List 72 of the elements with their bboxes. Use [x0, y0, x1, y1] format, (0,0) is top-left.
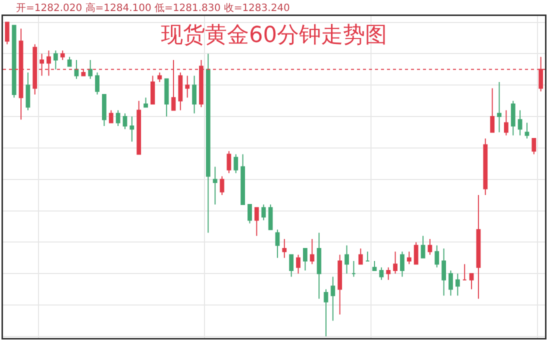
candlestick — [510, 100, 516, 136]
candlestick — [372, 260, 377, 271]
candlestick — [352, 260, 356, 278]
candlestick — [4, 22, 10, 45]
candlestick — [220, 176, 224, 196]
candlestick — [150, 75, 155, 104]
candlestick — [95, 72, 100, 96]
text: 开=1282.020 高=1284.100 低=1281.830 收=1283.240 — [16, 2, 290, 14]
candlestick — [365, 251, 370, 262]
candlestick — [296, 254, 300, 274]
candlestick — [185, 75, 190, 98]
candlestick — [504, 110, 508, 136]
candlestick — [212, 166, 218, 205]
candlestick — [386, 266, 391, 280]
candlestick — [282, 238, 287, 258]
candlestick — [490, 88, 495, 133]
candlestick — [268, 204, 273, 230]
candlestick — [234, 154, 238, 174]
candlestick — [476, 194, 481, 300]
candlestick — [448, 270, 453, 296]
candlestick — [532, 138, 536, 155]
candlestick — [442, 248, 446, 296]
candlestick — [144, 97, 148, 108]
candlestick — [302, 248, 308, 271]
candlestick — [130, 116, 134, 142]
candlestick — [178, 72, 183, 111]
candlestick — [316, 232, 322, 300]
candlestick — [358, 248, 363, 265]
candlestick — [67, 56, 72, 67]
candlestick — [420, 235, 426, 258]
candlestick — [379, 266, 384, 280]
candlestick — [164, 78, 169, 118]
candlestick — [393, 251, 398, 274]
candlestick — [206, 53, 210, 234]
candlestick — [136, 100, 142, 155]
candlestick — [338, 254, 342, 315]
candlestick — [226, 150, 232, 174]
candlestick — [192, 75, 196, 114]
candlestick — [254, 207, 259, 236]
candlestick — [122, 112, 128, 130]
candlestick — [434, 244, 440, 268]
candlestick — [483, 138, 488, 196]
candlestick — [406, 251, 412, 265]
candlestick — [400, 251, 404, 278]
candlestick — [497, 81, 502, 133]
candlestick — [518, 110, 522, 136]
candlestick — [102, 94, 106, 126]
candlestick — [240, 154, 246, 205]
candlestick — [330, 276, 336, 322]
chart-title: 现货黄金60分钟走势图 — [161, 23, 387, 48]
candlestick — [289, 254, 294, 278]
candlestick — [428, 238, 432, 256]
candlestick — [116, 110, 120, 126]
candlestick — [74, 59, 79, 80]
candlestick — [60, 50, 65, 60]
candlestick — [26, 72, 30, 111]
candlestick — [469, 273, 474, 290]
candlestick — [310, 238, 314, 265]
candlestick — [275, 229, 280, 258]
candlestick — [248, 204, 252, 224]
candlestick — [344, 244, 349, 274]
candlestick — [108, 110, 114, 124]
candlestick — [524, 122, 530, 140]
candlestick — [261, 204, 266, 221]
candlestick — [455, 273, 460, 296]
candlestick — [324, 288, 328, 337]
candlestick — [12, 24, 16, 98]
candlestick — [462, 264, 467, 280]
candlestick — [53, 50, 58, 70]
candlestick — [88, 59, 93, 80]
candlestick — [414, 242, 418, 265]
candlestick — [157, 72, 162, 82]
